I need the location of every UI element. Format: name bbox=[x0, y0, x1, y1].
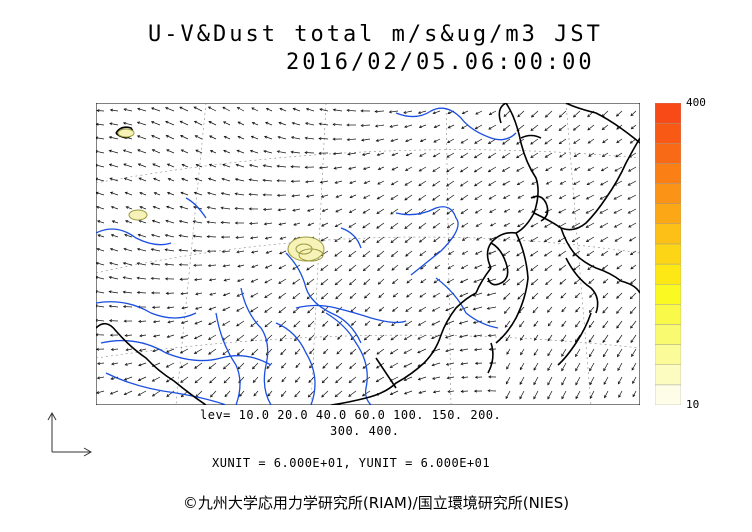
scale-block bbox=[655, 364, 681, 386]
scale-block bbox=[655, 324, 681, 345]
dust-contours bbox=[117, 128, 325, 262]
lat-lon-grid bbox=[96, 103, 640, 405]
scale-block bbox=[655, 283, 681, 305]
scale-max-label: 400 bbox=[686, 96, 706, 109]
scale-block bbox=[655, 263, 681, 285]
rivers bbox=[96, 107, 517, 405]
chart-title: U-V&Dust total m/s&ug/m3 JST bbox=[148, 22, 603, 47]
scale-block bbox=[655, 122, 681, 144]
credit-line: ©九州大学応用力学研究所(RIAM)/国立環境研究所(NIES) bbox=[182, 494, 570, 512]
scale-block bbox=[655, 163, 681, 184]
scale-block bbox=[655, 384, 681, 405]
axes-indicator-icon bbox=[47, 411, 93, 457]
dust-wind-map bbox=[96, 103, 640, 405]
levels-line-2: 300. 400. bbox=[330, 424, 400, 438]
wind-vectors bbox=[96, 106, 637, 400]
coastlines bbox=[96, 103, 640, 405]
timestamp: 2016/02/05.06:00:00 bbox=[286, 50, 595, 75]
color-scale bbox=[655, 103, 681, 405]
levels-line-1: lev= 10.0 20.0 40.0 60.0 100. 150. 200. bbox=[200, 408, 502, 422]
scale-block bbox=[655, 223, 681, 245]
scale-block bbox=[655, 103, 681, 124]
scale-block bbox=[655, 344, 681, 365]
scale-min-label: 10 bbox=[686, 398, 700, 411]
scale-block bbox=[655, 143, 681, 164]
unit-info: XUNIT = 6.000E+01, YUNIT = 6.000E+01 bbox=[212, 456, 491, 470]
scale-block bbox=[655, 243, 681, 265]
scale-block bbox=[655, 304, 681, 325]
scale-block bbox=[655, 183, 681, 204]
scale-block bbox=[655, 203, 681, 224]
